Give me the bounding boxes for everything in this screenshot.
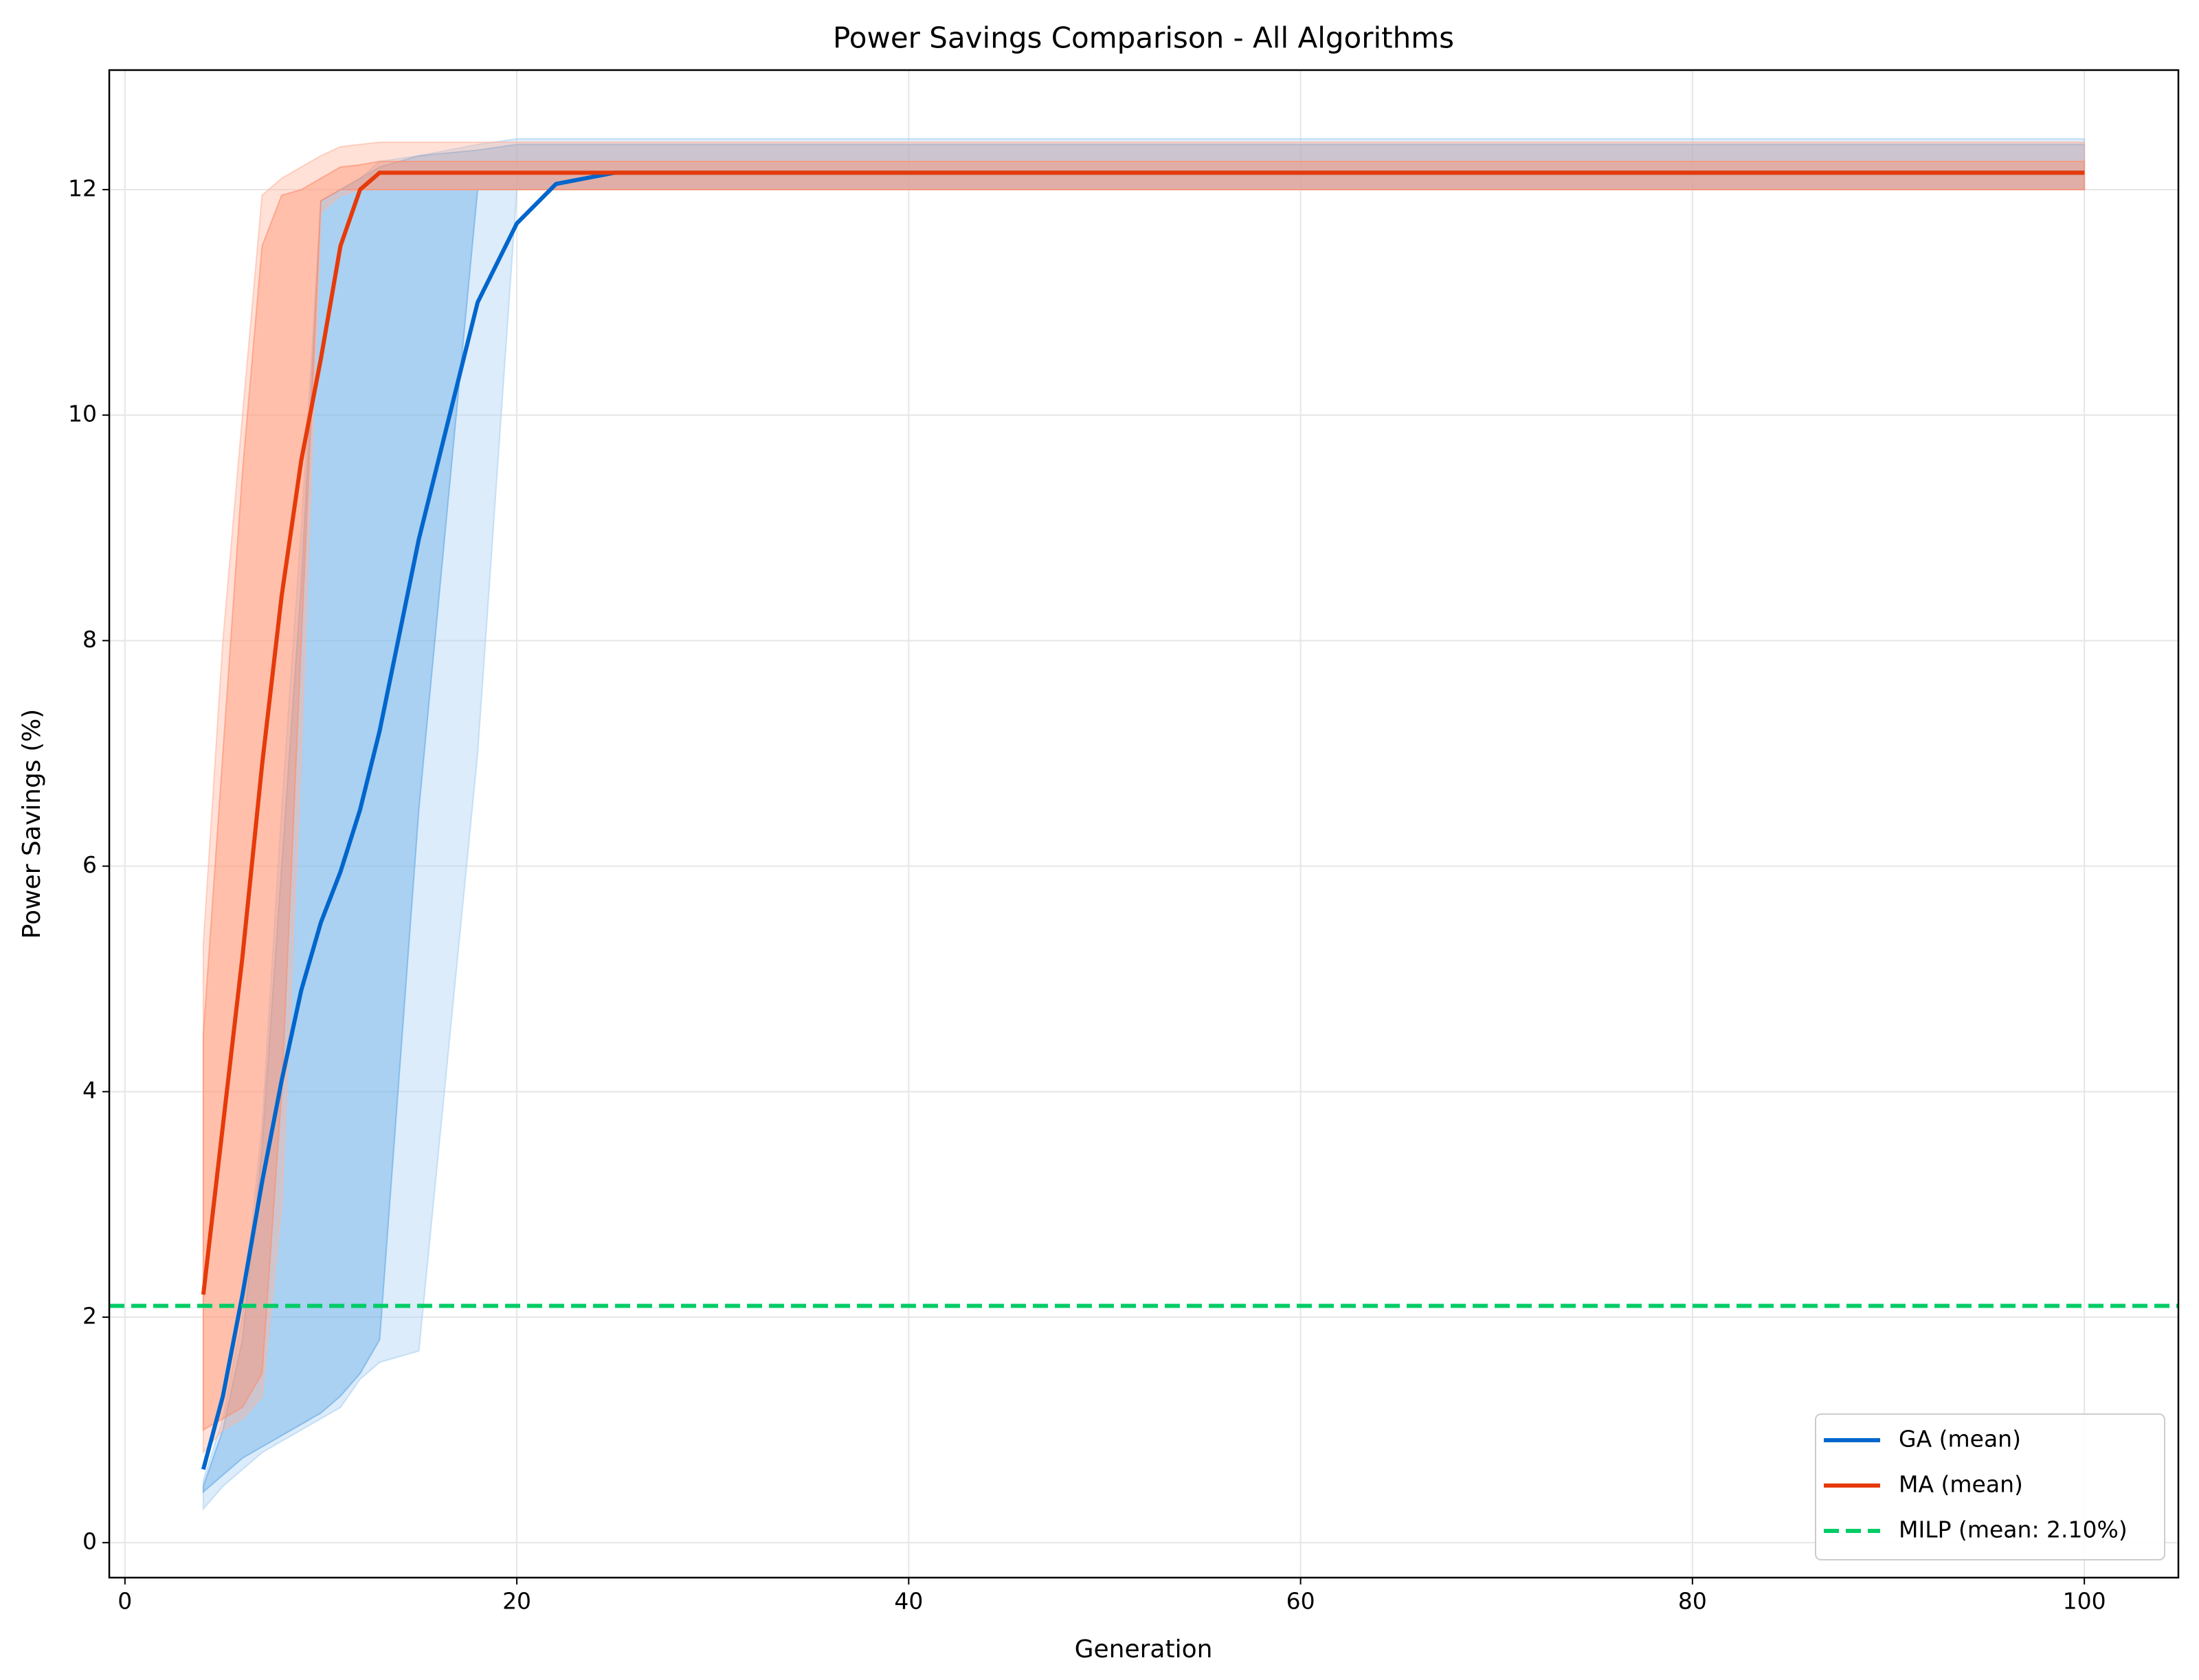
line: [201, 170, 2085, 1295]
x-tick-label: 20: [502, 1588, 531, 1615]
plot-frame: [108, 69, 2180, 1579]
y-tick-label: 8: [82, 626, 97, 653]
legend-label: GA (mean): [1899, 1426, 2021, 1453]
band: [202, 138, 2086, 1511]
chart-title: Power Savings Comparison - All Algorithm…: [833, 21, 1454, 55]
line: [201, 170, 2085, 1470]
x-tick-label: 0: [118, 1588, 132, 1615]
x-tick-label: 60: [1286, 1588, 1315, 1615]
y-tick-label: 2: [82, 1302, 97, 1329]
x-tick-label: 80: [1678, 1588, 1707, 1615]
x-axis-label: Generation: [1075, 1635, 1213, 1664]
y-tick-label: 4: [82, 1077, 97, 1104]
legend-box: [1815, 1413, 2165, 1560]
y-tick-label: 6: [82, 851, 97, 878]
x-tick-label: 100: [2063, 1588, 2106, 1615]
y-axis-label: Power Savings (%): [18, 709, 46, 939]
legend-label: MA (mean): [1899, 1471, 2023, 1498]
legend-label: MILP (mean: 2.10%): [1899, 1516, 2128, 1543]
x-tick-label: 40: [894, 1588, 923, 1615]
y-tick-label: 0: [82, 1528, 97, 1555]
band: [202, 160, 2086, 1431]
y-tick-label: 12: [68, 175, 97, 201]
y-tick-label: 10: [68, 401, 97, 427]
legend: GA (mean) MA (mean) MILP (mean: 2.10%): [1815, 1413, 2165, 1560]
